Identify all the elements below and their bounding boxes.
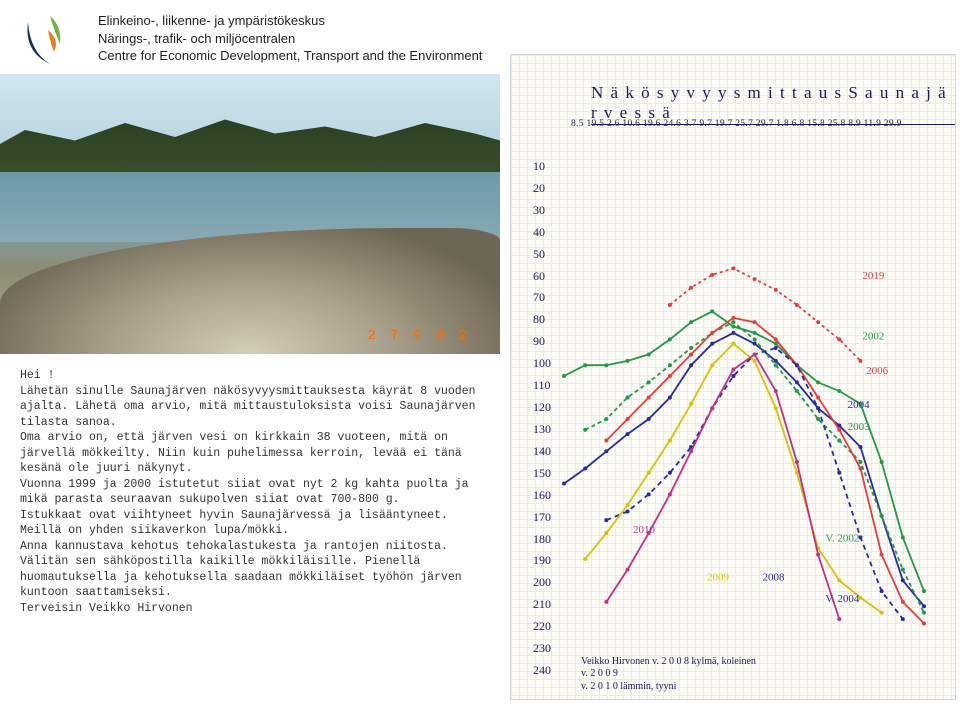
y-tick: 80 <box>533 312 545 327</box>
series-2008 <box>606 348 902 619</box>
series-label: 2010 <box>633 524 656 536</box>
legend-line: v. 2 0 0 9 <box>581 668 945 681</box>
y-tick: 190 <box>533 553 551 568</box>
y-tick: 200 <box>533 575 551 590</box>
y-tick: 180 <box>533 532 551 547</box>
chart-legend: Veikko Hirvonen v. 2 0 0 8 kylmä, kolein… <box>581 656 945 694</box>
y-tick: 140 <box>533 444 551 459</box>
agency-name-fi: Elinkeino-, liikenne- ja ympäristökeskus <box>98 12 482 30</box>
y-tick: 70 <box>533 290 545 305</box>
y-tick: 210 <box>533 597 551 612</box>
agency-name-en: Centre for Economic Development, Transpo… <box>98 47 482 65</box>
series-label: V. 2004 <box>825 593 860 605</box>
y-tick: 90 <box>533 334 545 349</box>
letter-body: Hei ! Lähetän sinulle Saunajärven näkösy… <box>0 354 500 624</box>
agency-name-sv: Närings-, trafik- och miljöcentralen <box>98 30 482 48</box>
y-tick: 240 <box>533 663 551 678</box>
series-label: 2008 <box>763 571 786 583</box>
depth-chart: 2019 2002 2006 2004 2003 V. 2002 V. 2004 2008 20… <box>559 145 929 693</box>
chart-x-dates: 8.5 19.5 2.6 10.6 19.6 24.6 3.7 9.7 19.7… <box>571 119 902 129</box>
y-tick: 170 <box>533 510 551 525</box>
y-tick: 40 <box>533 225 545 240</box>
series-2009 <box>585 344 881 613</box>
y-tick: 110 <box>533 378 551 393</box>
agency-names: Elinkeino-, liikenne- ja ympäristökeskus… <box>98 8 482 65</box>
photo-date-overlay: 2 7 9 0 2 <box>367 328 470 344</box>
y-tick: 100 <box>533 356 551 371</box>
right-column: N ä k ö s y v y y s m i t t a u s S a u … <box>500 74 960 704</box>
series-label: 2019 <box>862 270 885 282</box>
y-tick: 20 <box>533 181 545 196</box>
y-tick: 220 <box>533 619 551 634</box>
legend-line: Veikko Hirvonen v. 2 0 0 8 kylmä, kolein… <box>581 656 945 669</box>
series-label: 2006 <box>866 365 889 377</box>
series-label: V. 2002 <box>825 533 859 545</box>
y-tick: 50 <box>533 247 545 262</box>
graph-paper: N ä k ö s y v y y s m i t t a u s S a u … <box>510 54 956 700</box>
y-tick: 130 <box>533 422 551 437</box>
lake-photo: 2 7 9 0 2 <box>0 74 500 354</box>
document-content: 2 7 9 0 2 Hei ! Lähetän sinulle Saunajär… <box>0 74 960 704</box>
y-tick: 160 <box>533 488 551 503</box>
series-label: 2004 <box>848 399 871 411</box>
legend-line: v. 2 0 1 0 lämmin, tyyni <box>581 681 945 694</box>
y-tick: 150 <box>533 466 551 481</box>
ely-logo <box>20 8 80 68</box>
series-label: 2002 <box>862 330 884 342</box>
y-tick: 30 <box>533 203 545 218</box>
y-tick: 230 <box>533 641 551 656</box>
y-tick: 10 <box>533 159 545 174</box>
series-label: 2009 <box>707 571 730 583</box>
series-label: 2003 <box>848 421 871 433</box>
left-column: 2 7 9 0 2 Hei ! Lähetän sinulle Saunajär… <box>0 74 500 704</box>
y-tick: 60 <box>533 269 545 284</box>
y-tick: 120 <box>533 400 551 415</box>
